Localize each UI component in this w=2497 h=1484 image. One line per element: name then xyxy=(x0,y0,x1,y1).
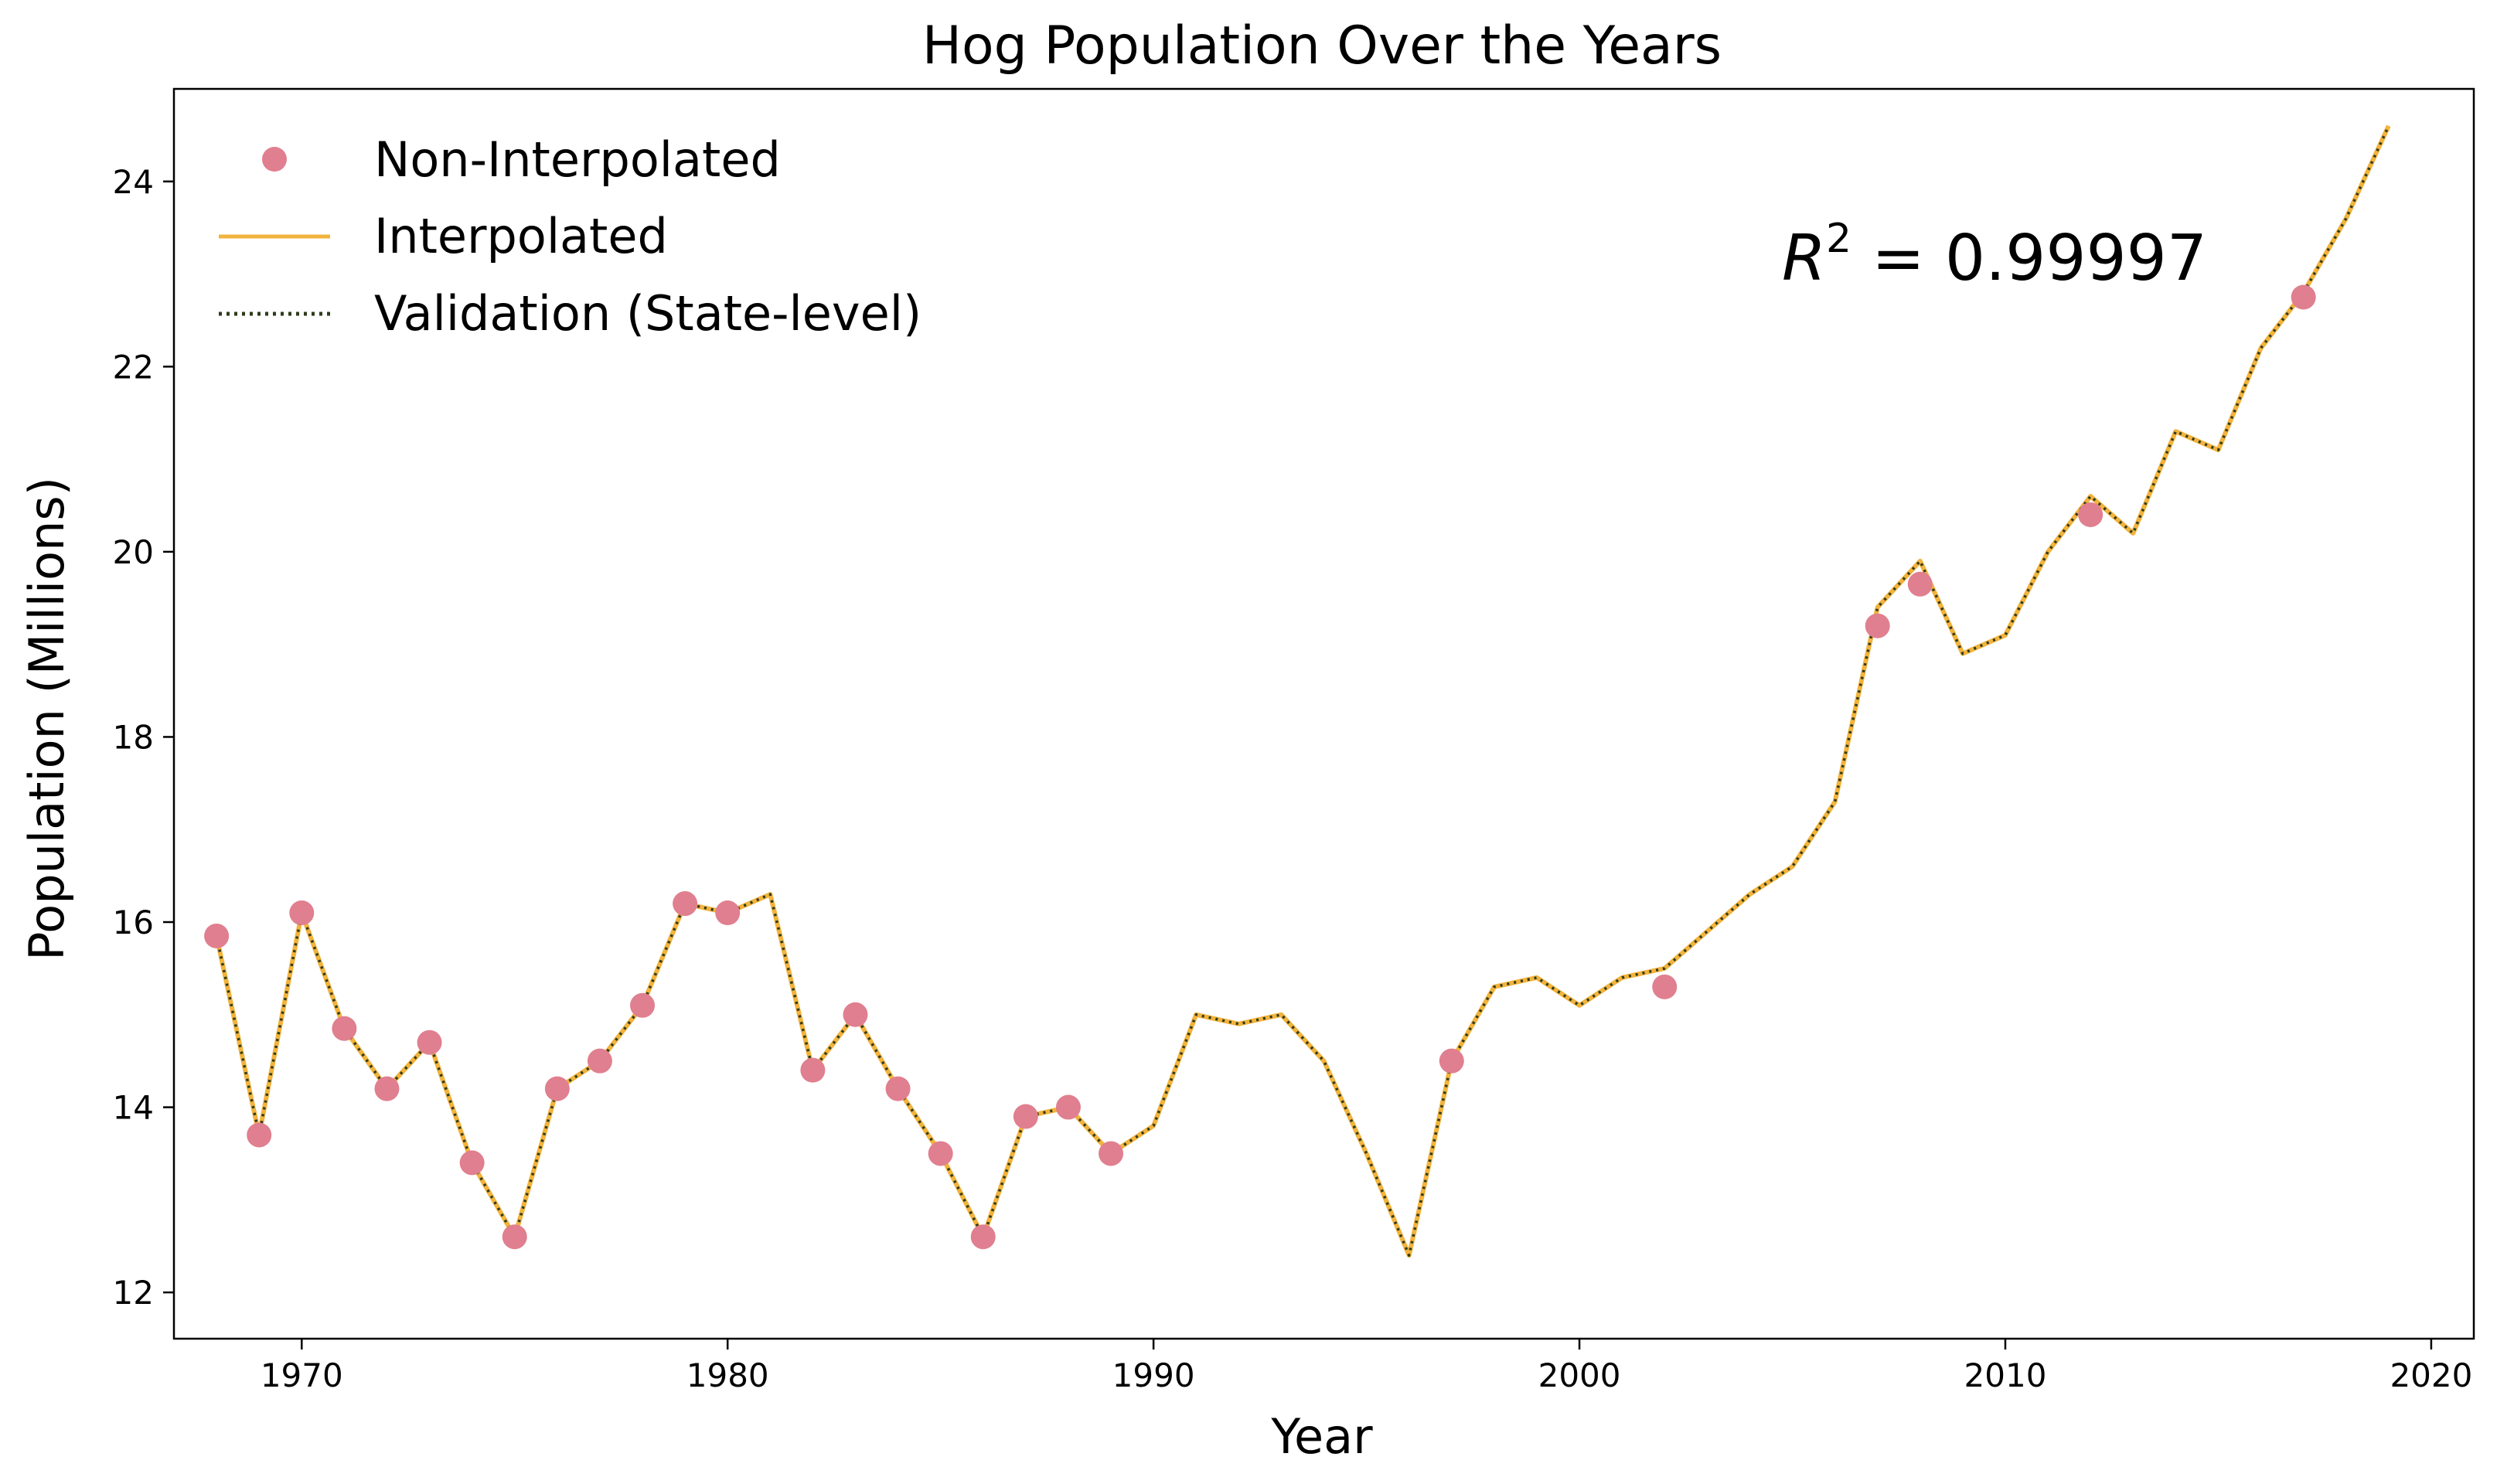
y-tick-label: 14 xyxy=(113,1089,154,1127)
x-axis-ticks: 1970 1980 1990 2000 2010 2020 xyxy=(261,1339,2472,1394)
points-layer xyxy=(204,284,2316,1250)
non-interpolated-point xyxy=(800,1057,826,1083)
non-interpolated-point xyxy=(673,891,698,917)
non-interpolated-point xyxy=(374,1076,400,1101)
lines-layer xyxy=(214,124,2391,1258)
r-squared-symbol: R xyxy=(1782,222,1826,295)
legend-marker-non-interpolated xyxy=(262,147,287,172)
y-tick-label: 20 xyxy=(113,533,154,571)
y-tick-label: 18 xyxy=(113,718,154,756)
non-interpolated-point xyxy=(417,1030,442,1055)
non-interpolated-point xyxy=(1013,1104,1038,1129)
y-tick-label: 16 xyxy=(113,904,154,941)
legend-label-validation: Validation (State-level) xyxy=(374,285,921,342)
non-interpolated-point xyxy=(715,900,741,926)
legend: Non-Interpolated Interpolated Validation… xyxy=(219,131,921,342)
non-interpolated-point xyxy=(1652,974,1678,999)
non-interpolated-point xyxy=(1099,1141,1124,1166)
r-squared-exponent: 2 xyxy=(1826,216,1851,262)
non-interpolated-point xyxy=(502,1224,527,1250)
r-squared-annotation: R2 = 0.99997 xyxy=(1782,216,2207,295)
non-interpolated-point xyxy=(928,1141,953,1166)
non-interpolated-point xyxy=(2291,284,2316,310)
non-interpolated-point xyxy=(247,1122,272,1148)
x-tick-label: 2020 xyxy=(2390,1356,2472,1394)
non-interpolated-point xyxy=(1907,571,1933,597)
y-tick-label: 22 xyxy=(113,348,154,386)
non-interpolated-point xyxy=(1055,1094,1081,1120)
non-interpolated-point xyxy=(544,1076,570,1101)
non-interpolated-point xyxy=(332,1016,357,1041)
non-interpolated-point xyxy=(1439,1048,1464,1074)
x-tick-label: 2010 xyxy=(1964,1356,2047,1394)
non-interpolated-point xyxy=(289,900,315,926)
x-tick-label: 1980 xyxy=(686,1356,769,1394)
legend-label-non-interpolated: Non-Interpolated xyxy=(374,131,781,188)
non-interpolated-point xyxy=(970,1224,996,1250)
x-tick-label: 2000 xyxy=(1538,1356,1621,1394)
chart-title: Hog Population Over the Years xyxy=(922,15,1722,77)
non-interpolated-point xyxy=(843,1002,868,1027)
y-tick-label: 12 xyxy=(113,1274,154,1312)
non-interpolated-point xyxy=(459,1150,485,1176)
non-interpolated-point xyxy=(204,923,230,948)
non-interpolated-point xyxy=(2078,502,2104,527)
y-tick-label: 24 xyxy=(113,163,154,201)
r-squared-value: = 0.99997 xyxy=(1851,222,2207,295)
y-axis-label: Population (Millions) xyxy=(19,477,75,961)
non-interpolated-point xyxy=(885,1076,911,1101)
plot-frame xyxy=(172,87,2475,1340)
y-axis-ticks: 12 14 16 18 20 22 24 xyxy=(113,163,174,1312)
non-interpolated-point xyxy=(1865,613,1890,638)
non-interpolated-point xyxy=(587,1048,612,1074)
x-tick-label: 1970 xyxy=(261,1356,343,1394)
validation-series-line xyxy=(215,125,2390,1257)
x-tick-label: 1990 xyxy=(1112,1356,1195,1394)
legend-label-interpolated: Interpolated xyxy=(374,208,668,264)
x-axis-label: Year xyxy=(1270,1408,1373,1465)
non-interpolated-point xyxy=(630,992,656,1018)
